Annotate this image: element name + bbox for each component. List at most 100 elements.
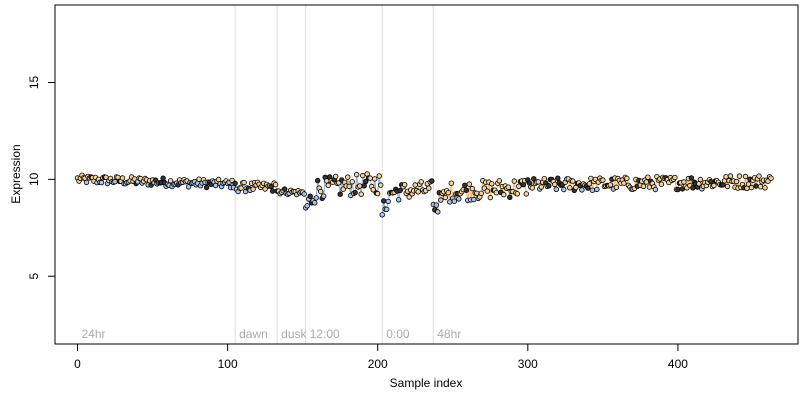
data-point xyxy=(160,175,166,181)
data-point xyxy=(372,176,378,182)
y-tick-label: 15 xyxy=(27,75,41,89)
data-point xyxy=(376,173,382,179)
data-point xyxy=(552,181,558,188)
region-label: 24hr xyxy=(82,327,106,341)
data-point xyxy=(733,178,740,185)
data-point xyxy=(346,183,352,190)
data-point xyxy=(396,197,402,203)
data-point xyxy=(463,187,469,193)
data-point xyxy=(232,180,238,187)
data-point xyxy=(268,183,274,190)
data-point xyxy=(546,183,552,189)
data-point xyxy=(312,200,318,206)
data-point xyxy=(727,173,734,179)
data-point xyxy=(466,181,472,187)
data-point xyxy=(607,182,614,188)
data-point xyxy=(357,183,363,189)
data-point xyxy=(762,185,768,191)
data-point xyxy=(358,191,364,197)
y-tick-label: 10 xyxy=(27,172,41,186)
data-point xyxy=(640,183,647,189)
region-labels: 24hr dawn dusk 12:00 0:00 48hr xyxy=(82,327,462,341)
data-point xyxy=(381,198,387,204)
data-point xyxy=(238,185,244,191)
data-point xyxy=(555,175,561,181)
region-label: 48hr xyxy=(437,327,461,341)
data-point xyxy=(379,212,385,218)
data-point xyxy=(418,179,424,185)
data-point xyxy=(753,183,759,189)
data-point xyxy=(688,175,695,181)
data-point xyxy=(406,194,412,200)
data-point xyxy=(429,178,435,184)
data-point xyxy=(538,184,544,190)
data-point xyxy=(456,196,462,202)
data-point xyxy=(736,173,743,179)
region-label: dawn xyxy=(239,327,268,341)
data-point xyxy=(484,188,490,194)
x-axis-title: Sample index xyxy=(390,376,463,390)
data-point xyxy=(535,179,541,185)
data-point xyxy=(442,194,448,201)
data-point xyxy=(333,173,339,180)
data-point xyxy=(167,178,174,184)
data-point xyxy=(652,186,659,193)
data-point xyxy=(385,198,391,205)
region-dividers xyxy=(234,5,434,344)
data-point xyxy=(768,175,774,181)
data-point xyxy=(570,178,576,184)
data-point xyxy=(489,181,495,187)
data-points xyxy=(74,171,774,218)
data-point xyxy=(304,203,310,209)
data-point xyxy=(511,178,517,184)
data-point xyxy=(561,186,567,193)
x-tick-label: 0 xyxy=(74,357,81,371)
x-tick-label: 400 xyxy=(668,357,688,371)
data-point xyxy=(756,173,762,179)
data-point xyxy=(435,209,441,215)
data-point xyxy=(325,182,331,189)
y-tick-label: 5 xyxy=(27,273,41,280)
data-point xyxy=(600,177,606,183)
data-point xyxy=(203,184,210,191)
data-point xyxy=(402,181,408,188)
data-point xyxy=(505,184,511,190)
data-point xyxy=(514,191,520,197)
x-tick-label: 300 xyxy=(518,357,538,371)
data-point xyxy=(643,179,650,185)
x-tick-label: 200 xyxy=(368,357,388,371)
data-point xyxy=(451,198,457,204)
data-point xyxy=(250,186,256,192)
data-point xyxy=(272,181,279,188)
data-point xyxy=(501,191,507,198)
data-point xyxy=(478,190,484,196)
data-point xyxy=(360,172,366,179)
data-point xyxy=(487,194,493,201)
data-point xyxy=(384,206,390,213)
data-point xyxy=(469,185,475,192)
region-label: 0:00 xyxy=(386,327,410,341)
data-point xyxy=(315,177,321,184)
region-label: 12:00 xyxy=(310,327,340,341)
data-point xyxy=(493,189,499,196)
data-point xyxy=(586,181,593,187)
data-point xyxy=(378,182,384,188)
data-point xyxy=(412,182,418,188)
data-point xyxy=(433,202,439,208)
data-point xyxy=(507,194,513,200)
data-point xyxy=(579,187,585,193)
data-point xyxy=(321,193,327,199)
data-point xyxy=(621,180,627,186)
data-point xyxy=(589,187,596,193)
data-point xyxy=(340,186,346,192)
data-point xyxy=(748,184,755,191)
data-point xyxy=(112,178,118,185)
data-point xyxy=(349,179,355,185)
data-point xyxy=(269,188,276,194)
data-point xyxy=(438,197,444,203)
data-point xyxy=(241,179,247,186)
data-point xyxy=(370,187,376,193)
data-point xyxy=(496,178,502,184)
data-point xyxy=(98,179,105,186)
